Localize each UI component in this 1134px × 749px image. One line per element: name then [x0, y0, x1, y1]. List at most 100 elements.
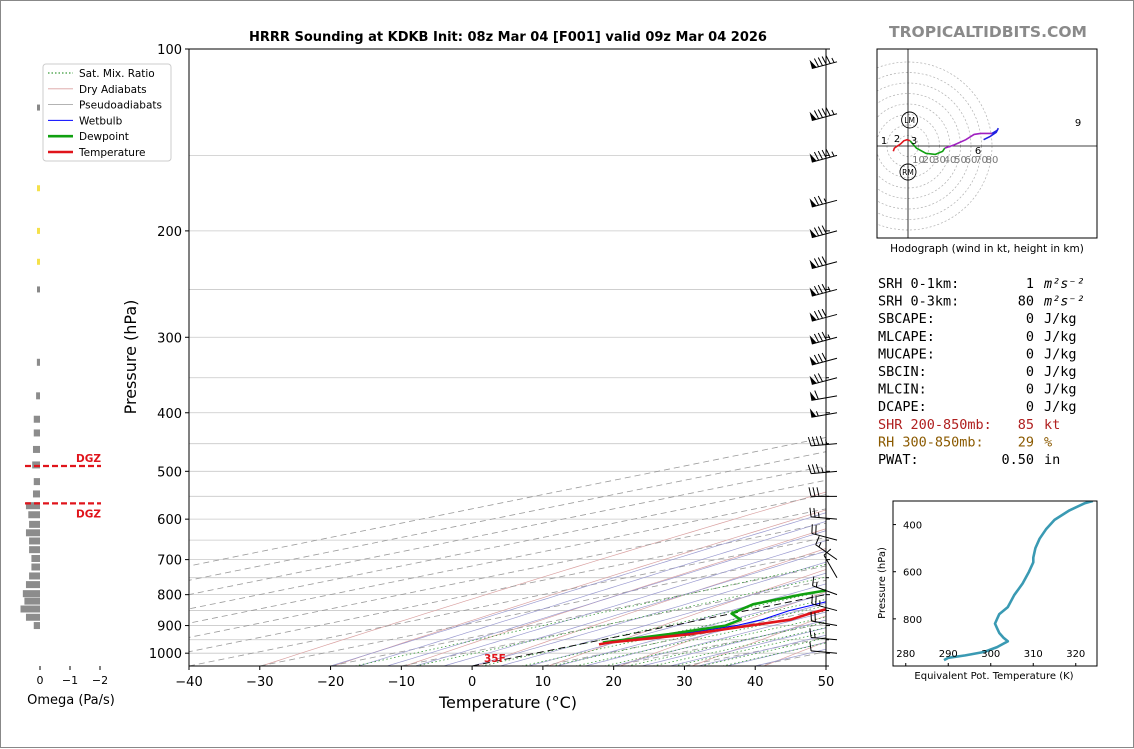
stat-label: MLCAPE:	[878, 329, 935, 345]
wind-barb	[810, 55, 837, 68]
x-tick-label: 30	[676, 675, 693, 690]
omega-bar	[26, 614, 40, 621]
barb-half	[822, 468, 823, 473]
isotherm-line	[260, 49, 1134, 666]
isobar-lines	[189, 49, 826, 666]
omega-axis-label: Omega (Pa/s)	[27, 693, 115, 708]
omega-bar	[29, 572, 40, 579]
barb-half	[815, 633, 816, 638]
stat-value: 0	[1026, 382, 1034, 398]
omega-bars	[21, 105, 41, 629]
isotherm-line	[189, 49, 1134, 666]
stat-value: 80	[1018, 294, 1034, 310]
barb-half	[832, 58, 834, 63]
omega-tick-label: −1	[62, 674, 78, 687]
x-tick-label: −20	[317, 675, 344, 690]
barb-full	[809, 487, 811, 496]
omega-bar	[34, 478, 40, 485]
stat-label: SRH 0-1km:	[878, 276, 959, 292]
stat-label: RH 300-850mb:	[878, 434, 984, 450]
omega-axis: 0−1−2	[37, 666, 109, 687]
y-tick-label: 1000	[149, 647, 182, 662]
barb-full	[818, 109, 822, 117]
hodograph-rings	[824, 49, 1097, 238]
omega-bar	[34, 622, 40, 629]
hodograph-ring-label: 80	[986, 155, 999, 166]
stat-value: 0	[1026, 329, 1034, 345]
y-axis-label: Pressure (hPa)	[121, 300, 140, 415]
site-logo: TROPICALTIDBITS.COM	[889, 23, 1087, 41]
omega-bar	[37, 359, 40, 366]
dgz-label: DGZ	[76, 508, 101, 520]
barb-staff	[811, 413, 837, 418]
barb-full	[810, 508, 811, 517]
omega-bar	[29, 521, 40, 528]
dry-adiabat	[261, 49, 1134, 666]
y-tick-label: 400	[157, 407, 182, 422]
omega-bar	[36, 392, 40, 399]
x-tick-label: −40	[175, 675, 202, 690]
hodograph-height-label: 2	[894, 134, 900, 145]
y-tick-label: 500	[157, 465, 182, 480]
stat-value: 0	[1026, 346, 1034, 362]
dry-adiabat	[477, 49, 1134, 666]
omega-bar-small	[37, 259, 40, 265]
theta-y-tick-label: 800	[903, 615, 922, 626]
wind-barb	[810, 107, 837, 120]
legend-label: Pseudoadiabats	[79, 100, 162, 112]
pseudoadiabat	[387, 328, 1134, 666]
barb-full	[812, 464, 815, 473]
dry-adiabat	[405, 49, 1134, 666]
hodograph-height-label: 9	[1075, 118, 1081, 129]
barb-full	[826, 107, 830, 115]
storm-motion-label: LM	[904, 116, 915, 125]
barb-half	[816, 411, 818, 416]
stat-label: MUCAPE:	[878, 346, 935, 362]
barb-full	[818, 196, 822, 204]
barb-full	[818, 257, 822, 265]
y-tick-label: 800	[157, 589, 182, 604]
stat-value: 0.50	[1001, 452, 1034, 468]
barb-full	[826, 55, 830, 63]
stat-label: PWAT:	[878, 452, 919, 468]
stat-unit: kt	[1044, 417, 1060, 433]
pseudoadiabats	[331, 155, 1134, 666]
stat-label: MLCIN:	[878, 382, 927, 398]
wind-barb	[810, 196, 837, 207]
x-tick-label: 40	[747, 675, 764, 690]
stat-unit: J/kg	[1044, 346, 1077, 362]
x-axis-label: Temperature (°C)	[438, 693, 577, 712]
theta-y-tick-label: 600	[903, 568, 922, 579]
omega-bar-small	[37, 228, 40, 234]
y-tick-label: 900	[157, 620, 182, 635]
omega-bar-small	[37, 286, 40, 292]
stat-value: 29	[1018, 434, 1034, 450]
theta-e-frame	[893, 501, 1097, 666]
wind-barb	[810, 332, 837, 344]
x-tick-label: −30	[246, 675, 273, 690]
stat-label: SHR 200-850mb:	[878, 417, 992, 433]
theta-x-tick-label: 280	[896, 649, 915, 660]
storm-motion-label: RM	[902, 168, 914, 177]
isotherm-line	[401, 49, 1134, 666]
barb-full	[826, 149, 830, 157]
y-tick-label: 300	[157, 331, 182, 346]
omega-bar	[33, 490, 40, 497]
stat-unit: m²s⁻²	[1043, 294, 1085, 310]
pseudoadiabat	[359, 346, 1134, 666]
omega-bar	[21, 606, 41, 613]
stat-value: 0	[1026, 399, 1034, 415]
legend-label: Wetbulb	[79, 115, 123, 127]
omega-bar-small	[37, 105, 40, 111]
wind-barb	[810, 642, 837, 653]
skewt-frame	[189, 49, 826, 666]
skewt-panel: HRRR Sounding at KDKB Init: 08z Mar 04 […	[1, 30, 1134, 712]
barb-full	[810, 642, 811, 651]
omega-bar	[28, 511, 40, 518]
pseudoadiabat	[500, 244, 1134, 666]
